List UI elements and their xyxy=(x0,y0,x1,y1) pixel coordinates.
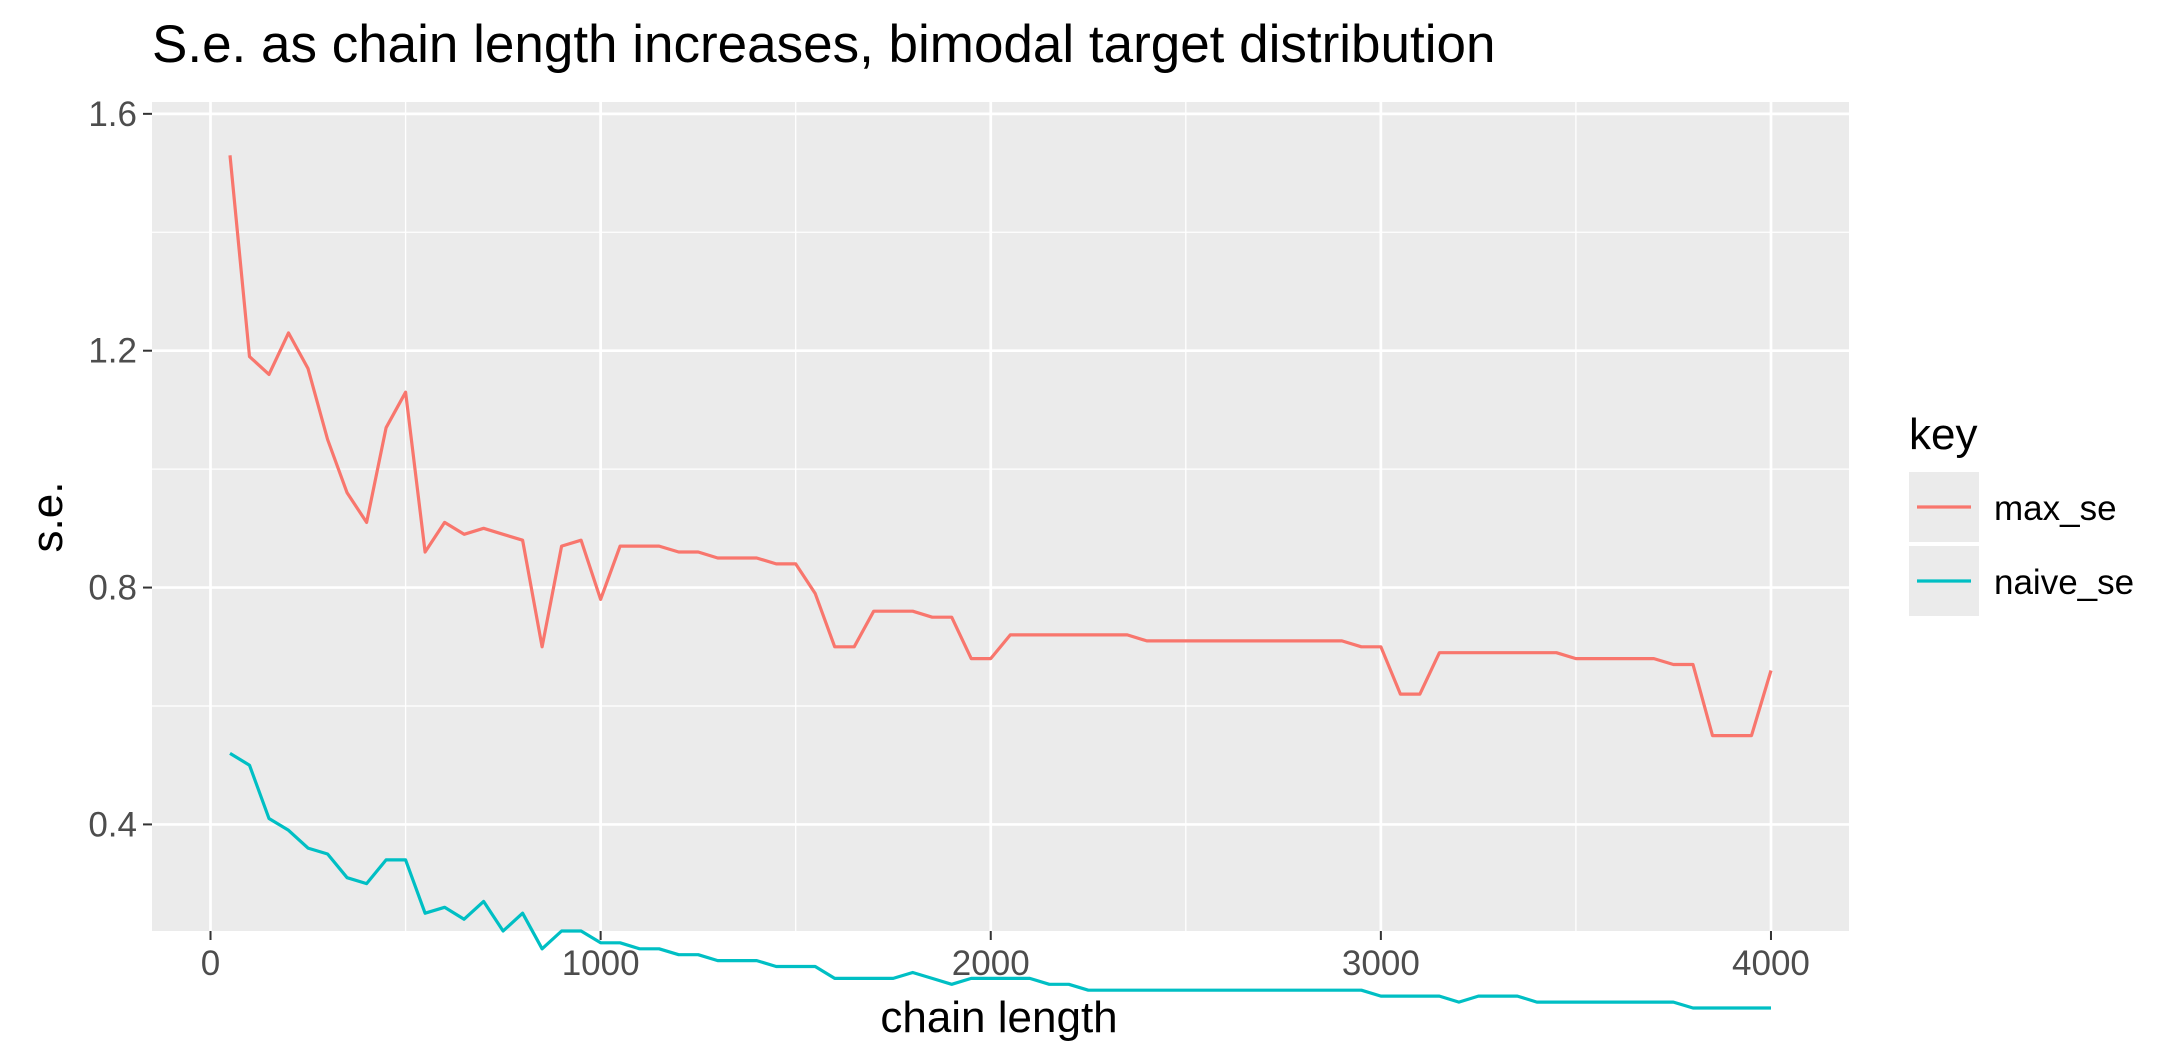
y-axis-title: s.e. xyxy=(23,482,72,553)
legend-label-max_se: max_se xyxy=(1994,489,2117,528)
x-tick-label: 1000 xyxy=(562,944,640,983)
grid-minor xyxy=(152,102,1849,931)
x-axis: 0 1000 2000 3000 4000 xyxy=(201,931,1810,983)
x-axis-title: chain length xyxy=(880,993,1117,1042)
grid-major xyxy=(152,102,1849,931)
y-tick-label: 0.4 xyxy=(88,805,137,844)
x-tick-label: 2000 xyxy=(952,944,1030,983)
chart-title: S.e. as chain length increases, bimodal … xyxy=(152,15,1495,74)
series-line-max_se xyxy=(228,155,1773,738)
y-tick-label: 1.6 xyxy=(88,95,137,134)
y-tick-label: 1.2 xyxy=(88,332,137,371)
legend: key max_se naive_se xyxy=(1909,410,2134,616)
series-line-naive_se xyxy=(229,752,1771,1010)
x-tick-label: 3000 xyxy=(1342,944,1420,983)
x-tick-label: 0 xyxy=(201,944,220,983)
legend-title: key xyxy=(1909,410,1977,459)
x-tick-label: 4000 xyxy=(1732,944,1810,983)
y-axis: 0.4 0.8 1.2 1.6 xyxy=(88,95,152,844)
y-tick-label: 0.8 xyxy=(88,569,137,608)
plot-panel xyxy=(152,102,1849,931)
legend-label-naive_se: naive_se xyxy=(1994,563,2134,602)
series-lines xyxy=(228,155,1773,1010)
